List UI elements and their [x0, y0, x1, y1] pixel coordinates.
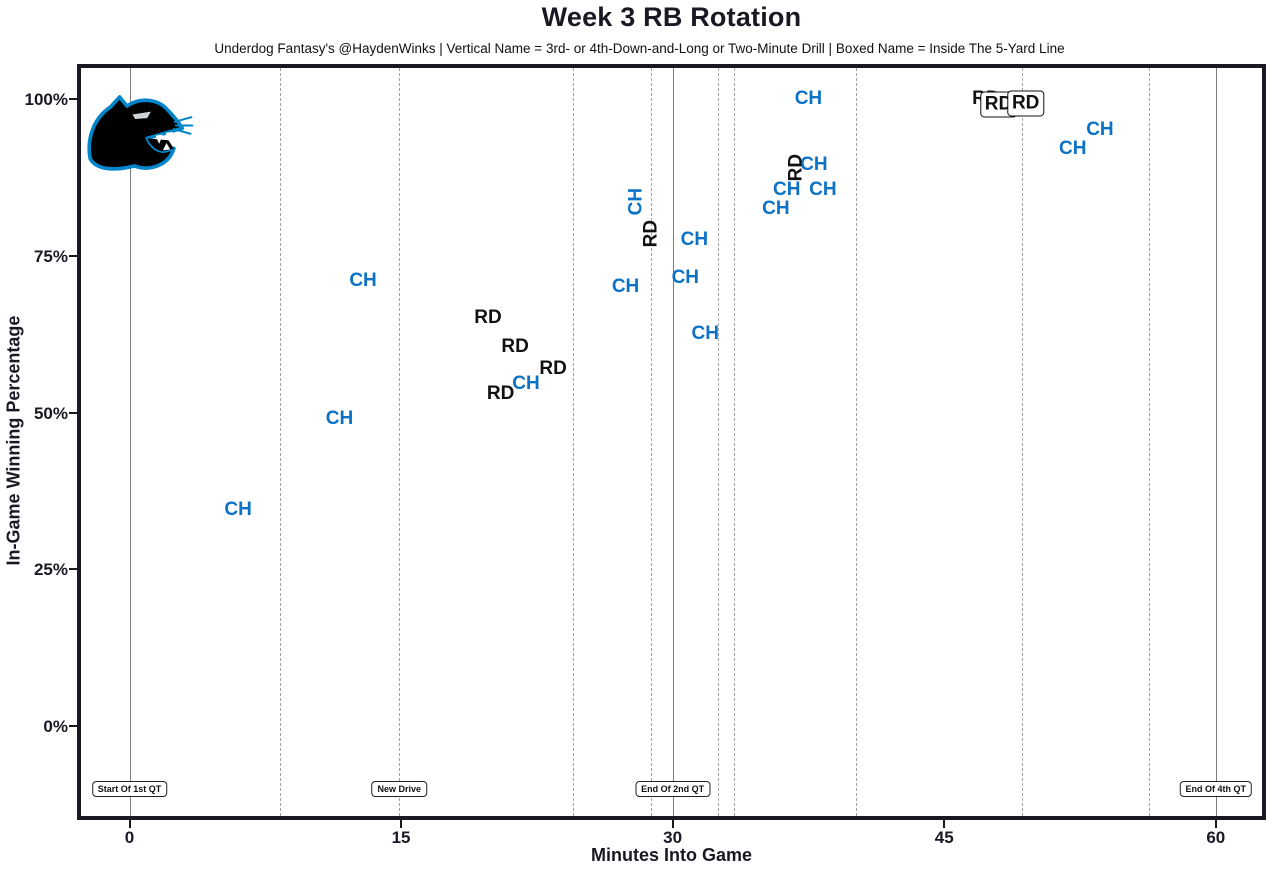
point-label-ch-plain: CH [1086, 119, 1114, 141]
event-annotation: End Of 4th QT [1179, 781, 1253, 797]
x-tick-label: 0 [124, 828, 135, 847]
panther-head-silhouette [87, 95, 184, 171]
y-tick-mark [69, 411, 77, 414]
y-tick-label: 50% [33, 403, 68, 423]
new-drive-line [1022, 68, 1024, 816]
point-label-ch-plain: CH [800, 153, 828, 175]
y-axis-title: In-Game Winning Percentage [3, 315, 24, 566]
point-label-rd-plain: RD [501, 335, 529, 357]
point-label-rd-plain: RD [486, 382, 515, 404]
point-label-ch-plain: CH [349, 269, 377, 291]
point-label-rd-vertical: RD [785, 153, 807, 182]
new-drive-line [399, 68, 401, 816]
x-tick-mark [400, 820, 403, 828]
point-label-ch-plain: CH [224, 498, 252, 520]
quarter-line [129, 68, 131, 816]
point-label-ch-plain: CH [611, 276, 640, 298]
x-axis-title: Minutes Into Game [590, 845, 752, 865]
new-drive-line [650, 68, 652, 816]
panther-fang-1 [155, 134, 163, 144]
panther-lower-fang [162, 142, 171, 151]
point-label-ch-plain: CH [1059, 138, 1087, 160]
new-drive-line [855, 68, 857, 816]
y-tick-label: 75% [33, 246, 68, 266]
quarter-line [672, 68, 674, 816]
panther-whiskers [172, 116, 194, 135]
chart-title: Week 3 RB Rotation [541, 2, 802, 32]
y-tick-mark [69, 254, 77, 257]
event-annotation: End Of 2nd QT [635, 781, 711, 797]
point-label-rd-plain: RD [539, 357, 567, 379]
point-label-rd-boxed: RD [1006, 90, 1045, 117]
point-label-ch-plain: CH [671, 266, 700, 288]
quarter-line [1215, 68, 1217, 816]
x-tick-label: 60 [1206, 828, 1226, 847]
event-annotation: Start Of 1st QT [91, 781, 168, 797]
point-label-ch-plain: CH [680, 229, 709, 251]
point-label-rd-plain: RD [474, 307, 502, 329]
y-tick-mark [69, 568, 77, 571]
new-drive-line [1148, 68, 1150, 816]
new-drive-line [734, 68, 736, 816]
point-label-ch-plain: CH [794, 88, 823, 110]
point-label-ch-plain: CH [325, 407, 354, 429]
point-label-ch-plain: CH [809, 179, 837, 201]
x-tick-label: 30 [663, 828, 683, 847]
x-tick-label: 15 [391, 828, 411, 847]
panther-fang-2 [165, 131, 173, 142]
event-annotation: New Drive [371, 781, 428, 797]
new-drive-line [279, 68, 281, 816]
y-tick-mark [69, 98, 77, 100]
point-label-ch-plain: CH [512, 373, 540, 395]
point-label-ch-plain: CH [762, 197, 790, 219]
plot-area [77, 64, 1266, 820]
x-tick-mark [1214, 820, 1217, 828]
point-label-ch-vertical: CH [625, 188, 647, 216]
y-tick-label: 100% [24, 90, 68, 109]
x-tick-mark [128, 820, 131, 828]
y-tick-mark [69, 725, 77, 727]
panther-eye [132, 111, 151, 120]
carolina-panthers-logo [87, 95, 194, 171]
point-label-ch-plain: CH [691, 323, 719, 345]
chart-subtitle: Underdog Fantasy's @HaydenWinks | Vertic… [214, 41, 1065, 56]
x-tick-mark [671, 820, 674, 828]
point-label-ch-plain: CH [772, 179, 801, 201]
new-drive-line [573, 68, 575, 816]
y-tick-label: 0% [43, 717, 68, 736]
x-tick-mark [943, 820, 946, 828]
y-tick-label: 25% [33, 560, 68, 580]
x-tick-label: 45 [934, 828, 954, 847]
new-drive-line [717, 68, 719, 816]
point-label-rd-vertical: RD [640, 219, 662, 248]
